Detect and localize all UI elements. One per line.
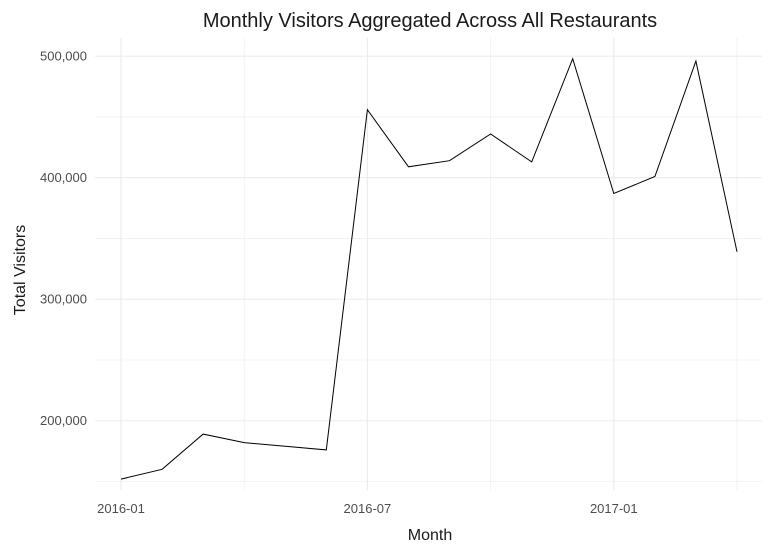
x-tick-label: 2016-07 bbox=[344, 501, 392, 516]
grid-lines bbox=[95, 38, 762, 490]
x-tick-label: 2016-01 bbox=[97, 501, 145, 516]
y-tick-label: 400,000 bbox=[40, 170, 87, 185]
y-tick-label: 500,000 bbox=[40, 49, 87, 64]
y-tick-label: 200,000 bbox=[40, 413, 87, 428]
x-tick-label: 2017-01 bbox=[590, 501, 638, 516]
y-tick-label: 300,000 bbox=[40, 292, 87, 307]
axis-ticks: 200,000 300,000 400,000 500,000 2016-01 2016-… bbox=[40, 49, 638, 516]
series-line bbox=[120, 57, 738, 480]
y-axis-title: Total Visitors bbox=[12, 225, 29, 315]
x-axis-title: Month bbox=[408, 527, 452, 544]
chart-title: Monthly Visitors Aggregated Across All R… bbox=[203, 10, 657, 32]
